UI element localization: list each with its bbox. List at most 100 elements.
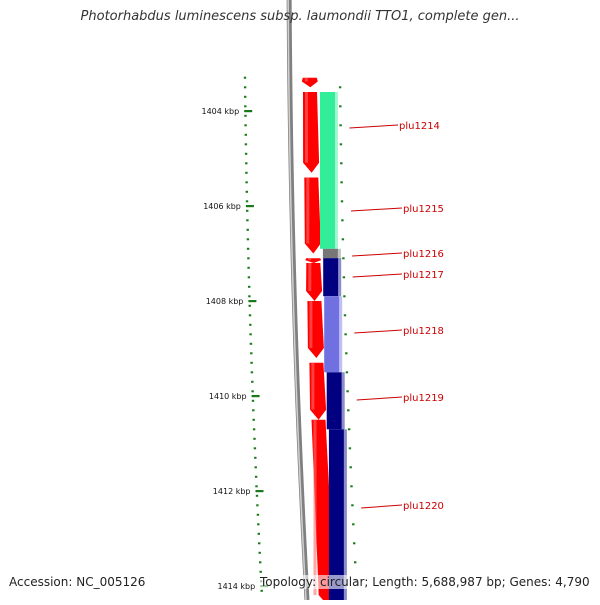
gene-labels: plu1214 plu1215 plu1216 plu1217 plu1218 plu12… — [349, 121, 444, 512]
reverse-gene-block-plu1218 — [324, 296, 340, 373]
inner-tick — [342, 276, 346, 279]
minor-tick — [245, 162, 248, 165]
scale-label: 1414 kbp — [217, 582, 255, 591]
minor-tick — [244, 124, 247, 127]
reverse-gene-block-plu1217 — [323, 258, 339, 297]
minor-tick — [244, 114, 247, 117]
minor-tick — [244, 133, 247, 136]
minor-tick — [248, 285, 251, 288]
minor-tick — [243, 76, 247, 79]
minor-tick — [258, 551, 261, 554]
minor-tick — [243, 86, 247, 89]
gene-label-plu1220: plu1220 — [403, 501, 444, 512]
inner-tick — [344, 333, 347, 336]
forward-strand-features — [301, 77, 335, 605]
minor-tick-marks — [243, 76, 263, 592]
forward-gene-shine — [308, 263, 312, 291]
minor-tick — [248, 295, 251, 298]
inner-tick — [341, 219, 344, 222]
minor-tick — [257, 532, 260, 535]
reverse-strand-features — [320, 92, 347, 600]
minor-tick — [246, 228, 249, 231]
inner-tick — [343, 295, 346, 298]
reverse-gene-edge-plu1217 — [338, 258, 342, 297]
minor-tick — [254, 456, 257, 459]
gene-label-plu1218: plu1218 — [403, 326, 444, 337]
inner-tick — [348, 447, 352, 450]
minor-tick — [259, 570, 262, 573]
forward-gene-shine — [305, 92, 308, 163]
scale-label: 1404 kbp — [201, 107, 239, 116]
minor-tick — [245, 181, 248, 184]
minor-tick — [252, 428, 256, 431]
minor-tick — [259, 561, 262, 564]
minor-tick — [251, 399, 255, 402]
inner-tick — [339, 105, 342, 108]
reverse-gene-edge-plu1219 — [341, 372, 345, 430]
minor-tick — [245, 200, 249, 203]
major-tick — [248, 300, 257, 303]
label-leader-line — [354, 329, 403, 334]
minor-tick — [246, 209, 249, 212]
label-leader-line — [349, 124, 399, 129]
gene-label-plu1214: plu1214 — [399, 121, 440, 132]
inner-tick — [345, 352, 348, 355]
inner-tick — [339, 143, 343, 146]
major-tick — [244, 110, 253, 113]
inner-tick — [341, 238, 345, 241]
inner-tick — [352, 523, 355, 526]
minor-tick — [247, 257, 250, 260]
minor-tick — [257, 523, 260, 526]
minor-tick — [255, 485, 258, 488]
forward-gene-arrow — [305, 258, 322, 263]
gene-label-plu1215: plu1215 — [403, 204, 444, 215]
minor-tick — [248, 314, 252, 317]
label-leader-line — [356, 396, 403, 401]
reverse-gene-block-plu1220 — [328, 429, 344, 600]
minor-tick — [245, 190, 248, 193]
gene-label-plu1216: plu1216 — [403, 249, 444, 260]
label-leader-line — [350, 207, 403, 212]
major-tick-marks: 1404 kbp 1406 kbp 1408 kbp 1410 kbp 1412 kbp… — [201, 107, 269, 591]
genome-title: Photorhabdus luminescens subsp. laumondi… — [80, 9, 520, 24]
inner-tick — [339, 124, 342, 127]
minor-tick — [244, 95, 247, 98]
inner-tick — [349, 466, 352, 469]
minor-tick — [256, 513, 260, 516]
minor-tick — [247, 266, 250, 269]
minor-tick — [246, 238, 250, 241]
minor-tick — [245, 171, 248, 174]
minor-tick — [260, 589, 263, 592]
minor-tick — [250, 361, 253, 364]
backbone-arc-highlight — [287, 0, 307, 601]
minor-tick — [253, 437, 256, 440]
accession-text: Accession: NC_005126 — [9, 575, 146, 589]
minor-tick — [252, 418, 255, 421]
forward-gene-shine — [308, 258, 312, 261]
minor-tick — [258, 542, 261, 545]
inner-tick — [340, 162, 343, 165]
inner-tick — [340, 181, 343, 184]
scale-label: 1410 kbp — [209, 392, 247, 401]
scale-label: 1408 kbp — [206, 297, 244, 306]
minor-tick — [250, 352, 253, 355]
label-leader-line — [361, 504, 403, 509]
topology-text: Topology: circular; Length: 5,688,987 bp… — [260, 575, 590, 589]
minor-tick — [249, 323, 252, 326]
gene-label-plu1217: plu1217 — [403, 270, 444, 281]
minor-tick — [248, 304, 251, 307]
minor-tick — [254, 475, 258, 478]
minor-tick — [246, 219, 249, 222]
reverse-gene-edge-plu1218 — [339, 296, 343, 373]
minor-tick — [244, 143, 248, 146]
inner-tick — [343, 314, 347, 317]
forward-gene-shine — [313, 419, 317, 596]
inner-tick — [340, 200, 344, 203]
inner-tick-marks — [338, 86, 358, 583]
label-leader-line — [352, 252, 403, 257]
forward-gene-shine — [306, 177, 310, 244]
minor-tick — [244, 105, 247, 108]
minor-tick — [250, 371, 254, 374]
